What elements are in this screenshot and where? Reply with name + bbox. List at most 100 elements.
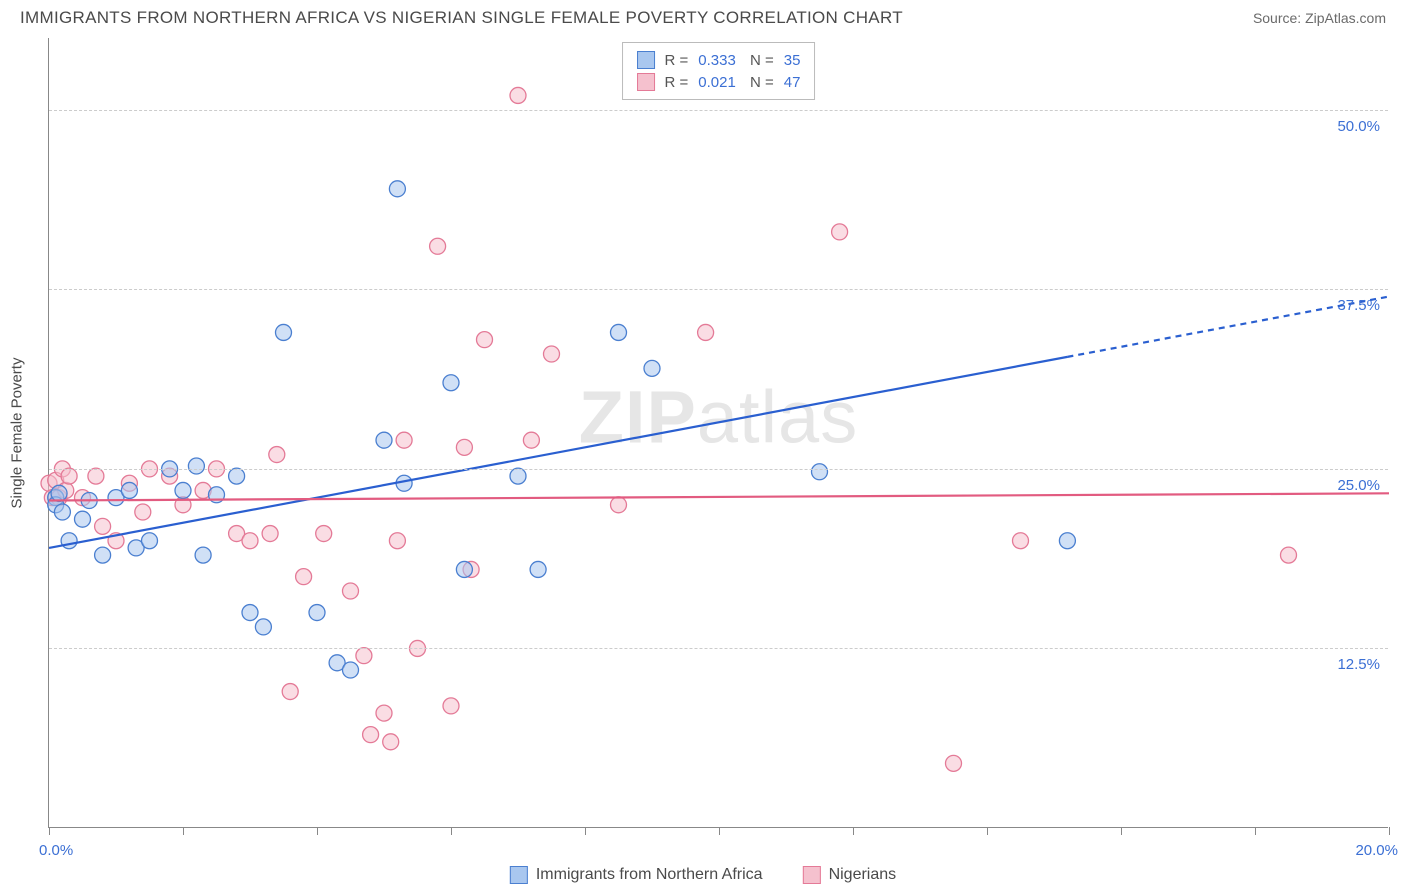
scatter-point bbox=[229, 468, 245, 484]
scatter-point bbox=[343, 662, 359, 678]
legend-bottom-label-1: Nigerians bbox=[829, 866, 897, 884]
plot-svg bbox=[49, 38, 1388, 827]
x-tick bbox=[183, 827, 184, 835]
scatter-point bbox=[530, 561, 546, 577]
scatter-point bbox=[242, 533, 258, 549]
x-tick bbox=[719, 827, 720, 835]
scatter-point bbox=[188, 458, 204, 474]
scatter-point bbox=[61, 533, 77, 549]
scatter-point bbox=[51, 485, 67, 501]
scatter-point bbox=[282, 684, 298, 700]
n-label: N = bbox=[746, 52, 774, 69]
legend-stats-row-1: R = 0.021 N = 47 bbox=[637, 71, 801, 93]
scatter-point bbox=[430, 238, 446, 254]
scatter-point bbox=[142, 533, 158, 549]
scatter-point bbox=[396, 432, 412, 448]
x-tick bbox=[1389, 827, 1390, 835]
legend-swatch-1 bbox=[637, 73, 655, 91]
scatter-point bbox=[175, 482, 191, 498]
scatter-point bbox=[477, 332, 493, 348]
r-value-0: 0.333 bbox=[698, 52, 736, 69]
scatter-point bbox=[95, 518, 111, 534]
legend-bottom-item-0: Immigrants from Northern Africa bbox=[510, 866, 763, 884]
scatter-point bbox=[611, 497, 627, 513]
scatter-point bbox=[262, 526, 278, 542]
legend-bottom: Immigrants from Northern Africa Nigerian… bbox=[510, 866, 896, 884]
scatter-point bbox=[389, 181, 405, 197]
scatter-point bbox=[510, 87, 526, 103]
scatter-point bbox=[88, 468, 104, 484]
x-tick bbox=[987, 827, 988, 835]
scatter-point bbox=[269, 447, 285, 463]
y-tick-label: 37.5% bbox=[1320, 297, 1380, 314]
scatter-point bbox=[383, 734, 399, 750]
n-value-1: 47 bbox=[784, 74, 801, 91]
n-value-0: 35 bbox=[784, 52, 801, 69]
scatter-point bbox=[75, 511, 91, 527]
legend-bottom-swatch-1 bbox=[803, 866, 821, 884]
r-value-1: 0.021 bbox=[698, 74, 736, 91]
scatter-point bbox=[510, 468, 526, 484]
scatter-point bbox=[698, 324, 714, 340]
scatter-point bbox=[376, 432, 392, 448]
source-credit: Source: ZipAtlas.com bbox=[1253, 10, 1386, 26]
scatter-point bbox=[544, 346, 560, 362]
chart-area: Single Female Poverty ZIPatlas R = 0.333… bbox=[48, 38, 1388, 828]
gridline-h bbox=[49, 110, 1388, 111]
x-tick bbox=[49, 827, 50, 835]
y-axis-title: Single Female Poverty bbox=[9, 357, 26, 508]
x-tick bbox=[1121, 827, 1122, 835]
scatter-point bbox=[946, 755, 962, 771]
gridline-h bbox=[49, 469, 1388, 470]
legend-bottom-item-1: Nigerians bbox=[803, 866, 897, 884]
gridline-h bbox=[49, 648, 1388, 649]
n-label: N = bbox=[746, 74, 774, 91]
scatter-point bbox=[611, 324, 627, 340]
legend-bottom-swatch-0 bbox=[510, 866, 528, 884]
x-axis-min-label: 0.0% bbox=[39, 842, 73, 859]
scatter-point bbox=[456, 439, 472, 455]
scatter-point bbox=[95, 547, 111, 563]
x-tick bbox=[585, 827, 586, 835]
scatter-point bbox=[443, 698, 459, 714]
scatter-point bbox=[832, 224, 848, 240]
scatter-point bbox=[195, 547, 211, 563]
gridline-h bbox=[49, 289, 1388, 290]
scatter-point bbox=[523, 432, 539, 448]
scatter-point bbox=[376, 705, 392, 721]
y-tick-label: 50.0% bbox=[1320, 118, 1380, 135]
scatter-point bbox=[242, 605, 258, 621]
x-tick bbox=[317, 827, 318, 835]
scatter-point bbox=[1281, 547, 1297, 563]
legend-swatch-0 bbox=[637, 51, 655, 69]
legend-bottom-label-0: Immigrants from Northern Africa bbox=[536, 866, 763, 884]
scatter-point bbox=[316, 526, 332, 542]
y-tick-label: 25.0% bbox=[1320, 477, 1380, 494]
trend-line bbox=[49, 357, 1067, 548]
scatter-point bbox=[54, 504, 70, 520]
y-tick-label: 12.5% bbox=[1320, 656, 1380, 673]
chart-title: IMMIGRANTS FROM NORTHERN AFRICA VS NIGER… bbox=[20, 8, 903, 28]
x-tick bbox=[1255, 827, 1256, 835]
trend-line bbox=[49, 493, 1389, 500]
x-tick bbox=[451, 827, 452, 835]
scatter-point bbox=[443, 375, 459, 391]
scatter-point bbox=[61, 468, 77, 484]
legend-stats-box: R = 0.333 N = 35 R = 0.021 N = 47 bbox=[622, 42, 816, 100]
scatter-point bbox=[363, 727, 379, 743]
scatter-point bbox=[309, 605, 325, 621]
scatter-point bbox=[121, 482, 137, 498]
scatter-point bbox=[296, 569, 312, 585]
scatter-point bbox=[1059, 533, 1075, 549]
scatter-point bbox=[255, 619, 271, 635]
scatter-point bbox=[343, 583, 359, 599]
r-label: R = bbox=[665, 74, 689, 91]
x-tick bbox=[853, 827, 854, 835]
scatter-point bbox=[644, 360, 660, 376]
scatter-point bbox=[135, 504, 151, 520]
r-label: R = bbox=[665, 52, 689, 69]
scatter-point bbox=[276, 324, 292, 340]
header: IMMIGRANTS FROM NORTHERN AFRICA VS NIGER… bbox=[0, 0, 1406, 32]
scatter-point bbox=[389, 533, 405, 549]
scatter-point bbox=[456, 561, 472, 577]
